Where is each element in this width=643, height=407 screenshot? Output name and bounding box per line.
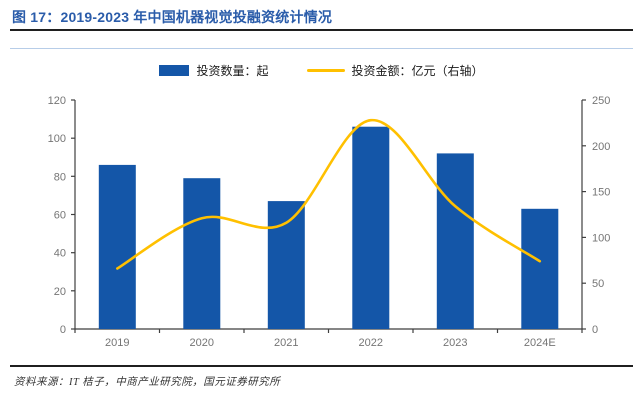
legend-label-line-series: 投资金额：亿元（右轴） bbox=[351, 64, 484, 78]
bar-2021 bbox=[267, 201, 305, 329]
left-axis-tick-label: 120 bbox=[48, 95, 66, 107]
title-divider bbox=[10, 29, 633, 31]
x-axis-label-2023: 2023 bbox=[443, 337, 467, 349]
left-axis-tick-label: 60 bbox=[54, 210, 66, 222]
x-axis-label-2021: 2021 bbox=[274, 337, 298, 349]
legend-item-bar-series: 投资数量：起 bbox=[159, 62, 269, 79]
x-axis-label-2024E: 2024E bbox=[524, 337, 556, 349]
x-axis-label-2019: 2019 bbox=[105, 337, 129, 349]
bar-2019 bbox=[98, 164, 136, 329]
chart-legend: 投资数量：起 投资金额：亿元（右轴） bbox=[0, 62, 643, 79]
x-axis-label-2022: 2022 bbox=[359, 337, 383, 349]
right-axis-tick-label: 100 bbox=[592, 232, 610, 244]
right-axis-tick-label: 50 bbox=[592, 278, 604, 290]
left-axis-tick-label: 80 bbox=[54, 171, 66, 183]
left-axis-tick-label: 100 bbox=[48, 133, 66, 145]
line-series-path bbox=[116, 118, 542, 270]
right-axis-tick-label: 250 bbox=[592, 95, 610, 107]
bar-2020 bbox=[183, 178, 221, 329]
right-axis: 0 50 100 150 200 250 bbox=[582, 95, 610, 336]
left-axis-tick-label: 40 bbox=[54, 248, 66, 260]
figure-title: 图 17：2019-2023 年中国机器视觉投融资统计情况 bbox=[12, 9, 333, 25]
axis-lines bbox=[74, 100, 583, 330]
bar-2024E bbox=[521, 208, 559, 329]
source-note: 资料来源：IT 桔子，中商产业研究院，国元证券研究所 bbox=[14, 377, 281, 388]
left-axis-tick-label: 0 bbox=[60, 324, 66, 336]
footer-divider bbox=[10, 365, 633, 367]
x-axis-labels: 2019 2020 2021 2022 2023 2024E bbox=[105, 337, 556, 349]
bar-series bbox=[98, 126, 559, 329]
right-axis-tick-label: 200 bbox=[592, 141, 610, 153]
legend-label-bar-series: 投资数量：起 bbox=[196, 64, 269, 78]
bar-2023 bbox=[436, 153, 474, 329]
bar-2022 bbox=[352, 126, 390, 329]
chart-frame-top-border bbox=[10, 48, 633, 49]
line-series-swatch-icon bbox=[306, 69, 345, 72]
right-axis-tick-label: 150 bbox=[592, 187, 610, 199]
legend-item-line-series: 投资金额：亿元（右轴） bbox=[306, 62, 484, 79]
bar-series-swatch-icon bbox=[159, 65, 190, 76]
right-axis-tick-label: 0 bbox=[592, 324, 598, 336]
x-axis-ticks bbox=[74, 329, 583, 333]
left-axis: 0 20 40 60 80 100 120 bbox=[48, 95, 75, 336]
x-axis-label-2020: 2020 bbox=[190, 337, 214, 349]
left-axis-tick-label: 20 bbox=[54, 286, 66, 298]
